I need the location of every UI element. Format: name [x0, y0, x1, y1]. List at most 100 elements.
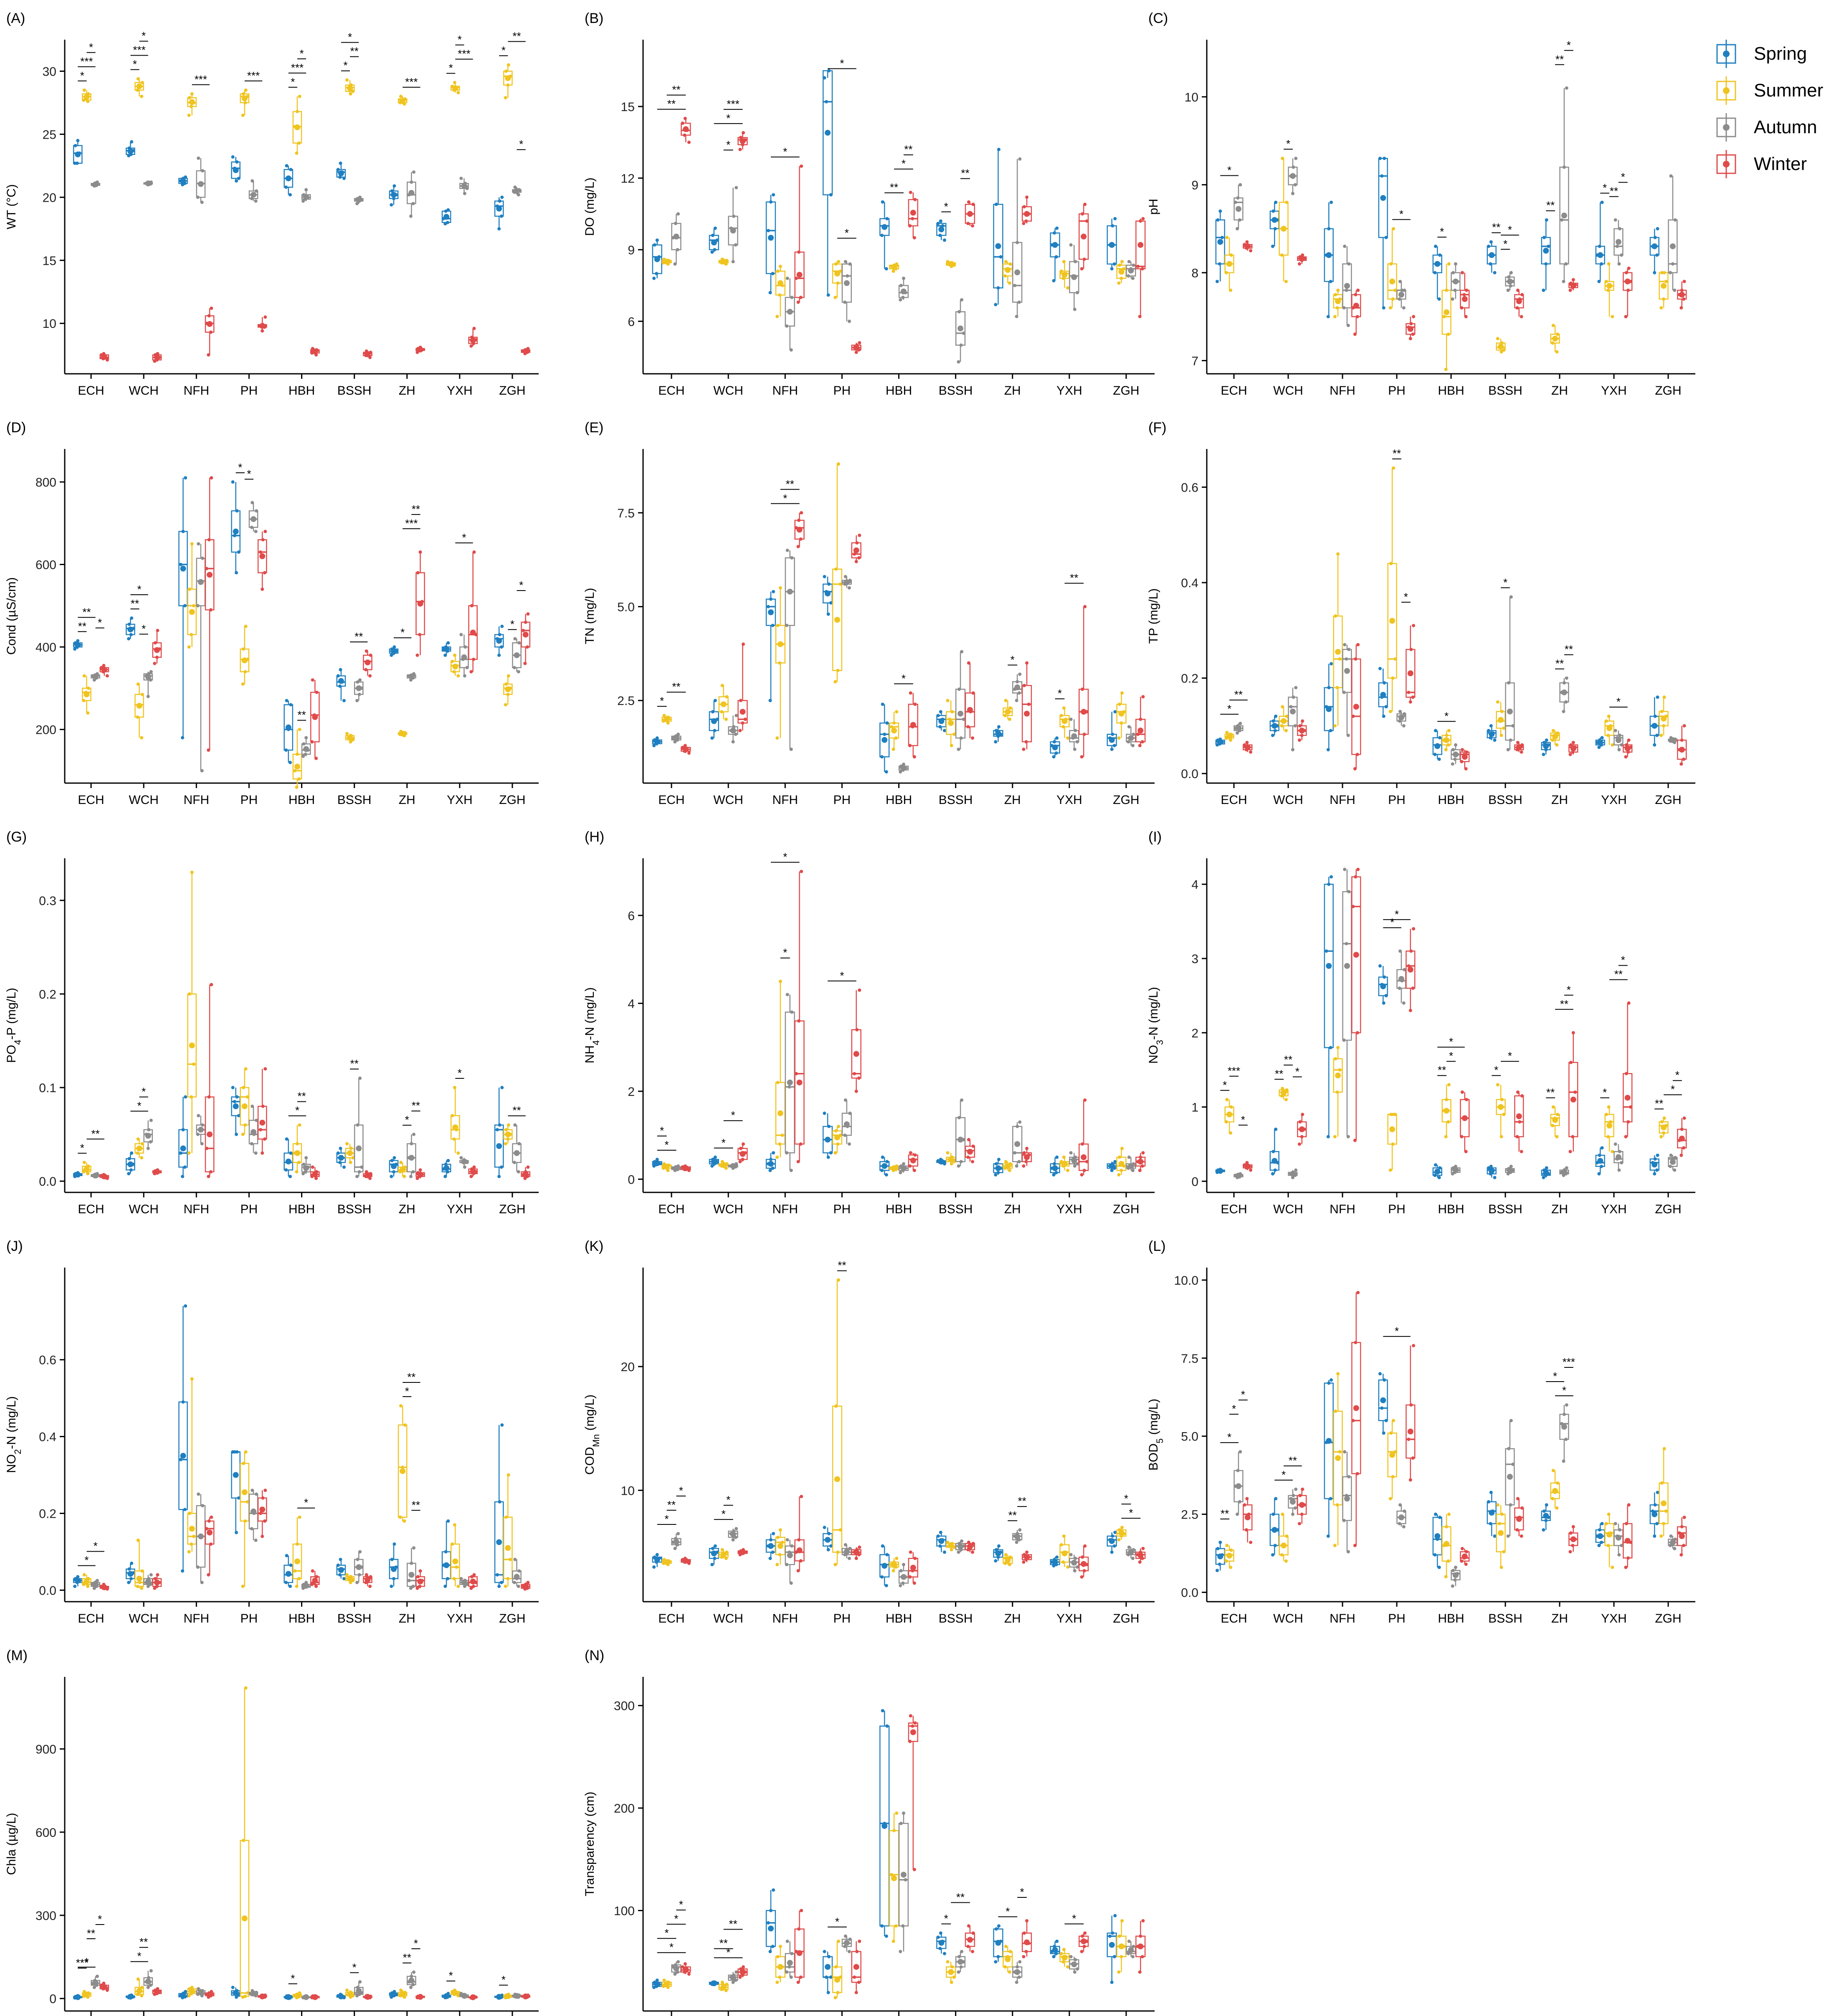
data-point — [469, 670, 473, 674]
data-point — [1391, 227, 1395, 231]
box-winter — [257, 1489, 267, 1538]
box-spring — [652, 1158, 662, 1168]
data-point — [1502, 726, 1506, 730]
data-point — [210, 983, 213, 986]
box-autumn — [459, 177, 469, 195]
data-point — [1433, 271, 1437, 274]
mean-point — [207, 1529, 213, 1536]
mean-point — [1407, 326, 1413, 332]
data-point — [994, 1559, 998, 1563]
data-point — [1451, 1172, 1454, 1176]
box-summer — [1441, 729, 1451, 751]
data-point — [962, 331, 965, 335]
panel-label: (I) — [1148, 829, 1162, 845]
x-tick-label: ECH — [78, 793, 104, 807]
data-point — [1669, 1164, 1672, 1168]
data-point — [881, 1544, 884, 1548]
data-point — [994, 1548, 998, 1552]
x-tick-label: NFH — [183, 1612, 209, 1625]
significance-label: *** — [247, 69, 260, 82]
mean-point — [180, 565, 186, 572]
y-tick-label: 0.0 — [39, 1584, 56, 1598]
data-point — [446, 1577, 449, 1580]
data-point — [768, 291, 772, 294]
significance-label: ** — [838, 1259, 846, 1272]
data-point — [1236, 227, 1239, 231]
data-point — [1568, 753, 1572, 756]
data-point — [187, 1151, 191, 1155]
data-point — [854, 1557, 858, 1560]
data-point — [244, 1067, 248, 1071]
data-point — [1228, 738, 1232, 742]
mean-point — [1444, 1108, 1450, 1114]
x-tick-label: ZH — [1004, 1202, 1021, 1216]
box-winter — [363, 1573, 372, 1588]
data-point — [1346, 324, 1350, 327]
box-winter — [152, 629, 162, 665]
box-spring — [1487, 240, 1497, 274]
data-point — [1607, 262, 1611, 266]
data-point — [1274, 715, 1278, 718]
data-point — [829, 1544, 833, 1548]
mean-point — [400, 730, 406, 737]
mean-point — [452, 663, 458, 669]
data-point — [909, 190, 912, 194]
data-point — [1382, 1001, 1386, 1005]
box-summer — [1496, 1083, 1506, 1139]
y-tick-label: 7.5 — [1181, 1352, 1198, 1366]
data-point — [1454, 743, 1457, 747]
box-winter — [1297, 719, 1307, 742]
data-point — [1120, 721, 1123, 725]
mean-point — [241, 1489, 248, 1495]
data-point — [95, 1579, 99, 1582]
mean-point — [250, 516, 256, 522]
data-point — [293, 769, 297, 773]
data-point — [1082, 733, 1086, 736]
data-point — [738, 147, 742, 151]
x-tick-label: YXH — [1601, 1202, 1627, 1216]
data-point — [504, 1142, 507, 1146]
mean-point — [1561, 1169, 1567, 1175]
data-point — [1024, 740, 1028, 744]
data-point — [1281, 157, 1284, 160]
significance-label: * — [1603, 1086, 1607, 1099]
data-point — [833, 1151, 837, 1155]
mean-point — [250, 192, 256, 198]
data-point — [829, 601, 833, 605]
data-point — [368, 1585, 372, 1588]
box-summer — [1003, 1160, 1013, 1172]
mean-point — [910, 1565, 916, 1571]
mean-point — [1444, 737, 1450, 743]
y-tick-label: 0.3 — [39, 894, 56, 908]
data-point — [997, 1158, 1001, 1161]
box-autumn — [841, 575, 852, 590]
data-point — [250, 1527, 253, 1531]
significance-label: *** — [1228, 1065, 1240, 1077]
data-point — [513, 1557, 517, 1561]
box-winter — [1406, 927, 1416, 1012]
data-point — [1297, 262, 1301, 266]
data-point — [1659, 306, 1663, 310]
significance-label: *** — [80, 55, 93, 68]
box-spring — [1649, 695, 1659, 747]
data-point — [196, 195, 200, 199]
data-point — [776, 624, 780, 627]
data-point — [446, 1159, 450, 1162]
data-point — [255, 1118, 258, 1122]
data-point — [1300, 733, 1304, 737]
x-tick-label: NFH — [772, 793, 798, 807]
data-point — [1500, 733, 1503, 737]
y-tick-label: 0.0 — [1181, 1586, 1198, 1600]
mean-point — [514, 1150, 520, 1156]
data-point — [301, 199, 305, 203]
data-point — [912, 755, 916, 759]
significance-label: * — [238, 461, 242, 474]
data-point — [769, 200, 773, 204]
mean-point — [730, 1531, 736, 1537]
data-point — [843, 575, 847, 578]
data-point — [452, 1577, 456, 1580]
data-point — [1520, 315, 1523, 319]
data-point — [261, 1534, 264, 1538]
box-spring — [73, 139, 83, 165]
